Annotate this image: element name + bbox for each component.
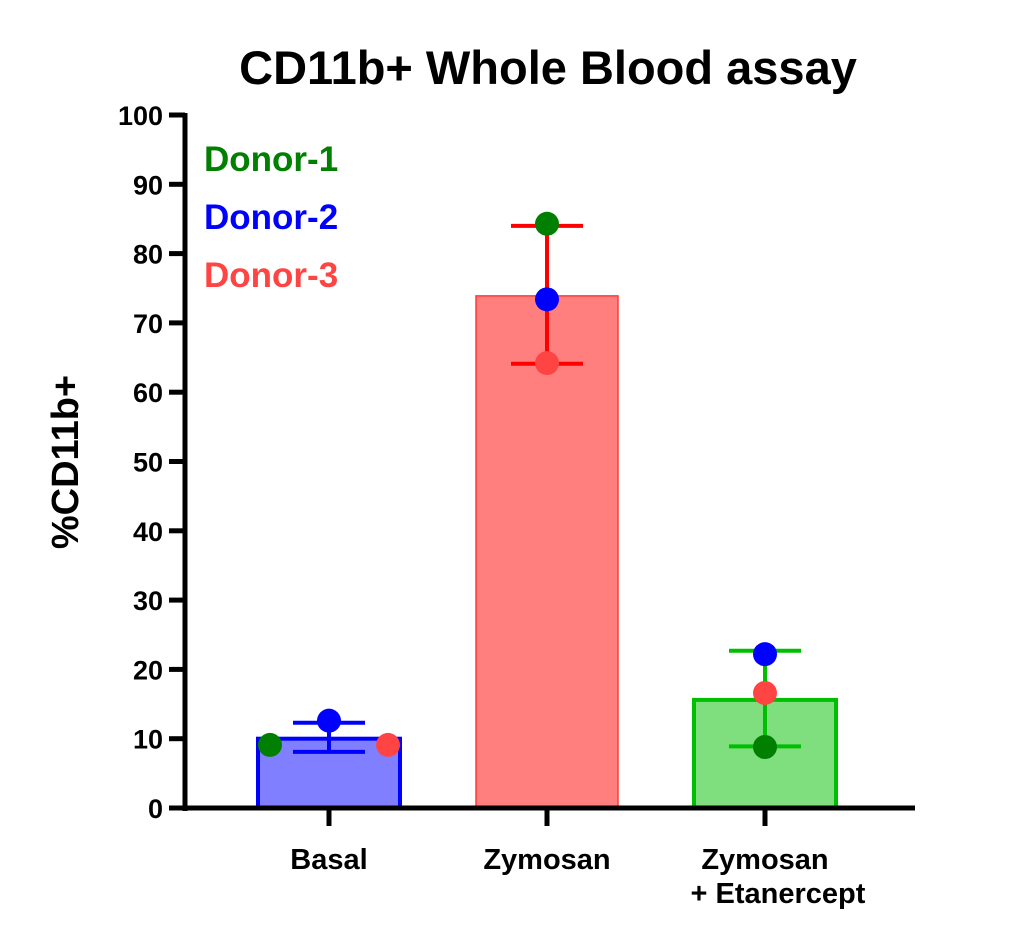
y-tick-label-100: 100 — [118, 101, 163, 131]
y-tick-label-80: 80 — [133, 240, 163, 270]
legend-entry-donor-1: Donor-1 — [204, 140, 338, 179]
x-tick-label-2-1: + Etanercept — [691, 878, 866, 910]
y-tick-label-90: 90 — [133, 170, 163, 200]
data-point-donor-1-2 — [753, 735, 777, 760]
chart-title: CD11b+ Whole Blood assay — [239, 41, 857, 94]
points-layer — [258, 211, 777, 760]
data-point-donor-3-0 — [376, 732, 400, 757]
y-tick-label-30: 30 — [133, 586, 163, 616]
y-tick-label-10: 10 — [133, 725, 163, 755]
bar-1 — [475, 295, 619, 809]
data-point-donor-1-0 — [258, 732, 282, 757]
legend-entry-donor-2: Donor-2 — [204, 198, 338, 237]
y-tick-label-60: 60 — [133, 378, 163, 408]
y-tick-label-40: 40 — [133, 517, 163, 547]
x-tick-label-1-0: Zymosan — [483, 844, 610, 876]
data-point-donor-3-1 — [535, 351, 559, 376]
data-point-donor-3-2 — [753, 680, 777, 705]
data-point-donor-2-1 — [535, 287, 559, 312]
legend-entry-donor-3: Donor-3 — [204, 256, 338, 295]
data-point-donor-1-1 — [535, 211, 559, 236]
y-tick-label-70: 70 — [133, 309, 163, 339]
y-tick-label-20: 20 — [133, 655, 163, 685]
x-tick-label-2-0: Zymosan — [701, 844, 828, 876]
legend: Donor-1 Donor-2 Donor-3 — [204, 140, 338, 295]
x-tick-label-0-0: Basal — [290, 844, 367, 876]
axes-layer: 0 10 20 30 40 50 60 70 80 90 100 Basal Zymosan Zymosa… — [118, 101, 915, 910]
y-tick-label-0: 0 — [148, 794, 163, 824]
y-tick-label-50: 50 — [133, 448, 163, 478]
data-point-donor-2-2 — [753, 642, 777, 667]
data-point-donor-2-0 — [317, 708, 341, 733]
y-axis-label: %CD11b+ — [45, 375, 87, 549]
